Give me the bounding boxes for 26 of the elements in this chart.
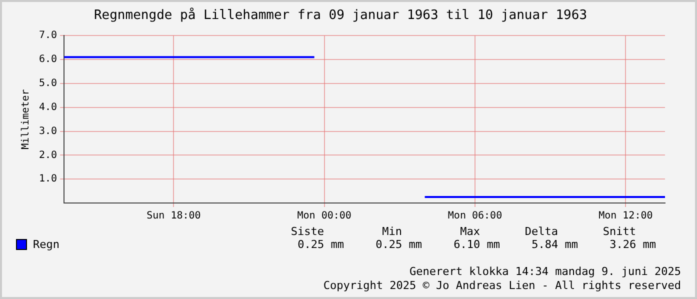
text: Delta: [524, 225, 559, 238]
y-axis-title: Millimeter: [20, 89, 32, 150]
chart-title: Regnmengde på Lillehammer fra 09 januar 1963 til 10 januar 1963: [94, 7, 588, 24]
text: Snitt: [602, 225, 637, 238]
y-tick-label: 7.0: [39, 30, 58, 42]
y-tick-label: 1.0: [39, 174, 58, 185]
x-tick-label: Mon 00:00: [297, 210, 352, 222]
y-tick-label: 5.0: [39, 78, 58, 90]
y-tick-label: 6.0: [39, 54, 58, 66]
text: 0.25 mm: [296, 238, 344, 251]
text: Min: [381, 225, 403, 238]
text: Siste: [290, 225, 325, 238]
text: 6.10 mm: [452, 238, 500, 251]
x-tick-label: Sun 18:00: [146, 210, 201, 222]
y-tick-label: 4.0: [39, 102, 58, 113]
text: Copyright 2025 © Jo Andreas Lien - All rights reserved: [323, 279, 681, 293]
x-tick-label: Mon 12:00: [598, 210, 653, 222]
text: Generert klokka 14:34 mandag 9. juni 2025: [408, 265, 681, 279]
x-tick-label: Mon 06:00: [448, 210, 502, 222]
y-tick-label: 3.0: [39, 126, 58, 137]
text: 3.26 mm: [608, 238, 656, 251]
text: Max: [459, 225, 481, 238]
y-tick-label: 2.0: [39, 150, 58, 161]
text: 0.25 mm: [374, 238, 422, 251]
legend-label: Regn: [33, 238, 60, 251]
text: 5.84 mm: [530, 238, 578, 251]
